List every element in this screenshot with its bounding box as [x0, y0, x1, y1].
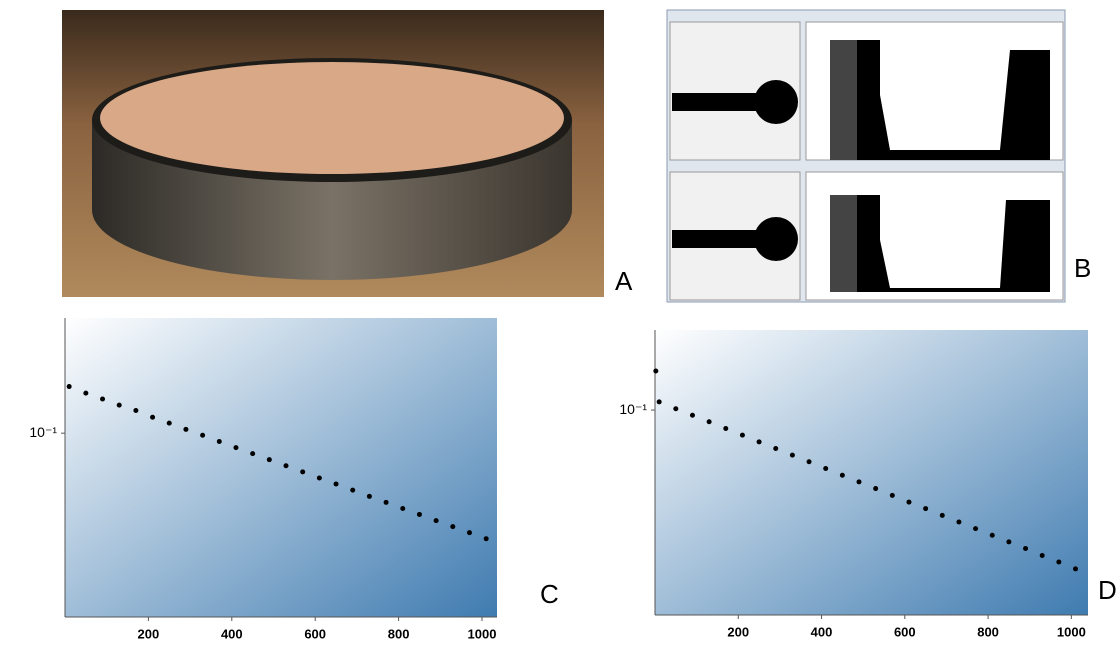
point — [1006, 539, 1012, 545]
point — [233, 445, 239, 451]
x-tick-label: 200 — [138, 626, 160, 641]
plot-area — [65, 318, 497, 617]
point — [789, 452, 795, 458]
point — [923, 506, 929, 512]
point — [653, 368, 659, 374]
photo — [62, 10, 604, 297]
point — [266, 457, 272, 463]
x-tick-label: 400 — [221, 626, 243, 641]
point — [183, 426, 189, 432]
point — [739, 432, 745, 438]
point — [773, 446, 779, 452]
point — [1056, 559, 1062, 565]
point — [806, 459, 812, 465]
point — [216, 439, 222, 445]
point — [823, 466, 829, 472]
x-tick-label: 600 — [894, 624, 916, 639]
panel-label: D — [1098, 575, 1117, 605]
point — [906, 499, 912, 505]
x-tick-label: 600 — [304, 626, 326, 641]
point — [450, 524, 456, 530]
x-tick-label: 800 — [388, 626, 410, 641]
point — [350, 487, 356, 493]
point — [300, 469, 306, 475]
point — [283, 463, 289, 469]
plot-area — [655, 330, 1088, 615]
x-tick-label: 1000 — [1057, 624, 1086, 639]
point — [116, 402, 122, 408]
point — [316, 475, 322, 481]
point — [166, 420, 172, 426]
point — [416, 511, 422, 517]
point — [989, 532, 995, 538]
point — [956, 519, 962, 525]
x-tick-label: 400 — [811, 624, 833, 639]
point — [400, 506, 406, 512]
panel-label: A — [615, 266, 633, 296]
y-tick-label: 10⁻¹ — [619, 401, 647, 417]
point — [133, 408, 139, 414]
point — [333, 481, 339, 487]
point — [150, 414, 156, 420]
point — [706, 419, 712, 425]
point — [383, 499, 389, 505]
point — [839, 472, 845, 478]
point — [756, 439, 762, 445]
point — [873, 486, 879, 492]
panel-label: B — [1074, 253, 1091, 283]
panel-label: C — [540, 579, 559, 609]
point — [856, 479, 862, 485]
point — [939, 512, 945, 518]
point — [1039, 553, 1045, 559]
point — [483, 536, 489, 542]
point — [673, 406, 679, 412]
point — [433, 518, 439, 524]
point — [200, 432, 206, 438]
x-tick-label: 1000 — [468, 626, 497, 641]
point — [466, 530, 472, 536]
y-tick-label: 10⁻¹ — [29, 424, 57, 440]
point — [689, 412, 695, 418]
point — [973, 526, 979, 532]
point — [1023, 546, 1029, 552]
x-tick-label: 800 — [977, 624, 999, 639]
point — [1073, 566, 1079, 572]
screenshot — [666, 9, 1066, 303]
point — [656, 399, 662, 405]
point — [83, 390, 89, 396]
point — [100, 396, 106, 402]
point — [366, 493, 372, 499]
point — [723, 425, 729, 431]
point — [889, 492, 895, 498]
point — [66, 384, 72, 390]
point — [250, 451, 256, 457]
x-tick-label: 200 — [727, 624, 749, 639]
